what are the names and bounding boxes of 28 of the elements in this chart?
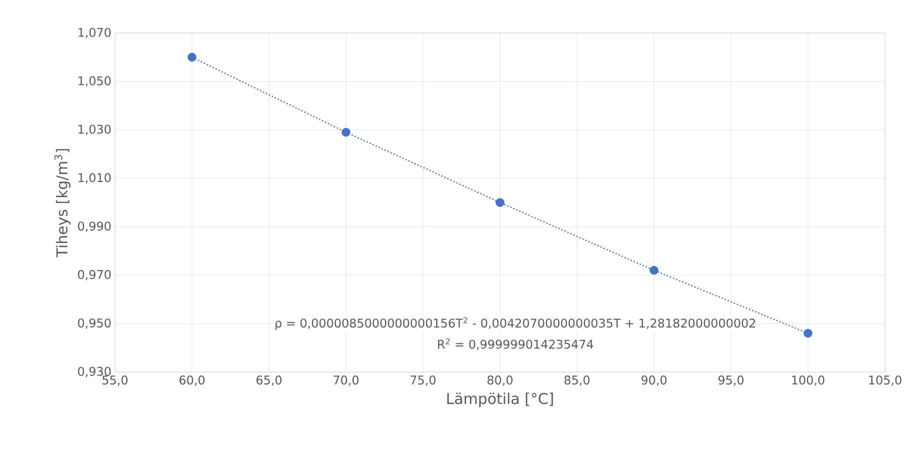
y-tick-label: 1,070 (78, 28, 111, 38)
y-tick-label: 1,030 (78, 124, 111, 135)
point (650, 266, 658, 275)
point (804, 328, 812, 338)
point (496, 198, 504, 207)
y-tick-label: 0,990 (78, 222, 111, 232)
x-tick-label: 75,0 (410, 376, 436, 386)
x-tick-label: 55,0 (102, 376, 128, 386)
x-tick-label: 65,0 (256, 376, 282, 386)
x-tick-label: 60,0 (180, 376, 205, 386)
x-tick-label: 70,0 (334, 376, 359, 386)
x-tick-label: 85,0 (564, 376, 590, 386)
x-tick-label: 95,0 (718, 376, 744, 386)
x-tick-label: 105,0 (869, 376, 902, 386)
annotation: R$^{2}$ = 0,999999014235474 (438, 338, 594, 350)
y-tick-label: 1,050 (78, 76, 111, 87)
x-tick-label: 90,0 (641, 376, 667, 386)
x-tick-label: 100,0 (792, 376, 824, 386)
annotation: ρ = 0,0000085000000000156T$^{2}$ - 0,0042070000000035T + 1,28182000000002 (276, 317, 756, 330)
y-tick-label: 0,970 (78, 270, 111, 280)
point (342, 128, 350, 137)
x-tick-label: 80,0 (488, 376, 513, 386)
y-tick-label: 1,010 (78, 173, 111, 184)
point (188, 52, 196, 62)
y-tick-label: 0,930 (78, 366, 111, 378)
y-tick-label: 0,950 (78, 318, 111, 329)
x-axis-title: Lämpötila [°C] (447, 392, 553, 408)
y-axis-title: Tiheys [kg/m$^{3}$] (54, 149, 70, 258)
